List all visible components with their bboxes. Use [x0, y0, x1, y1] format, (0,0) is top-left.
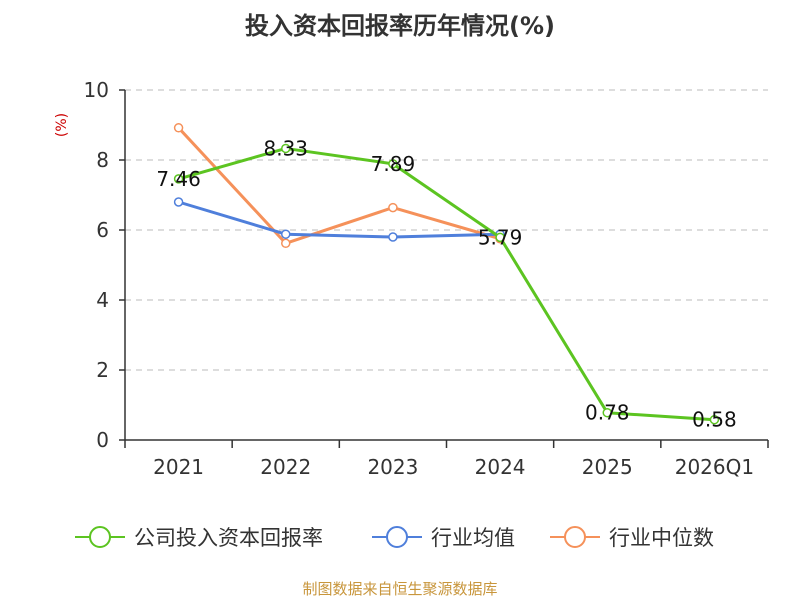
data-label: 0.78	[585, 401, 630, 425]
legend-label: 行业中位数	[609, 526, 714, 550]
chart-title: 投入资本回报率历年情况(%)	[245, 12, 555, 40]
x-tick-label: 2026Q1	[675, 455, 754, 479]
data-label: 5.79	[478, 225, 523, 249]
data-point[interactable]	[173, 123, 184, 133]
legend-label: 公司投入资本回报率	[134, 526, 323, 550]
source-note: 制图数据来自恒生聚源数据库	[302, 580, 497, 598]
legend-item-1[interactable]: 行业均值	[372, 526, 515, 550]
y-tick-label: 6	[96, 218, 109, 242]
y-tick-label: 8	[96, 148, 109, 172]
y-tick-label: 10	[84, 78, 109, 102]
series-line	[178, 146, 715, 422]
x-tick-label: 2021	[153, 455, 204, 479]
data-point[interactable]	[388, 232, 398, 242]
data-labels: 7.46 8.33 7.89 5.79 0.78 0.58	[156, 136, 736, 431]
x-tick-label: 2025	[582, 455, 633, 479]
data-point[interactable]	[173, 174, 184, 184]
data-label: 0.58	[692, 408, 737, 432]
y-tick-label: 0	[96, 428, 109, 452]
data-point[interactable]	[495, 232, 505, 243]
data-point[interactable]	[388, 159, 398, 169]
legend-label: 行业均值	[431, 526, 515, 550]
data-point[interactable]	[281, 229, 291, 239]
y-tick-label: 2	[96, 358, 109, 382]
series-0	[173, 143, 720, 425]
axes: 0 2 4 6 8 10 2021 2022 2023 2024 2025 2026Q1	[84, 78, 769, 479]
y-axis-unit: (%)	[54, 113, 70, 137]
series-line	[177, 126, 501, 245]
series-line	[178, 200, 501, 239]
data-point[interactable]	[602, 407, 612, 418]
data-point[interactable]	[388, 202, 398, 213]
legend[interactable]: 公司投入资本回报率 行业均值 行业中位数	[75, 526, 714, 550]
x-tick-label: 2024	[475, 455, 526, 479]
data-label: 7.46	[156, 167, 201, 191]
series-2	[173, 123, 505, 249]
legend-swatch-marker	[89, 526, 111, 548]
legend-item-2[interactable]: 行业中位数	[550, 526, 714, 550]
grid-lines	[125, 89, 768, 371]
legend-item-0[interactable]: 公司投入资本回报率	[75, 526, 323, 550]
series-lines	[173, 123, 720, 425]
x-tick-label: 2022	[260, 455, 311, 479]
y-tick-label: 4	[96, 288, 109, 312]
legend-swatch-marker	[564, 526, 586, 548]
data-point[interactable]	[281, 238, 291, 249]
data-point[interactable]	[173, 197, 184, 207]
data-label: 8.33	[263, 136, 308, 160]
data-point[interactable]	[281, 143, 291, 154]
data-label: 7.89	[371, 152, 416, 176]
x-tick-label: 2023	[367, 455, 418, 479]
legend-swatch-marker	[386, 526, 408, 548]
data-point[interactable]	[709, 414, 720, 425]
